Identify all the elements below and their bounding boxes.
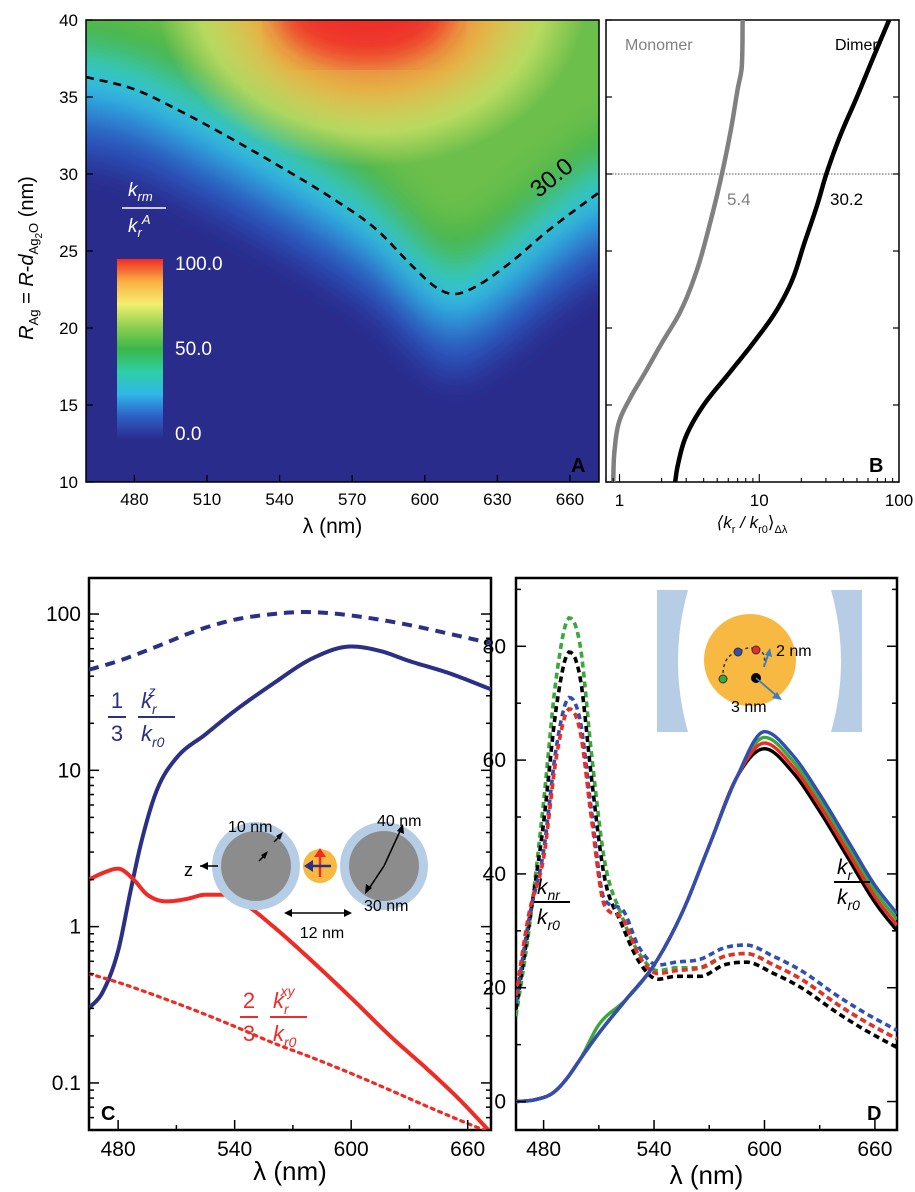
x-tick-label: 540	[637, 1138, 672, 1161]
x-tick-label: 480	[120, 490, 148, 509]
x-tick-label: 660	[556, 490, 584, 509]
panel-label: D	[867, 1103, 881, 1125]
legend-monomer: Monomer	[625, 37, 693, 54]
position-dot-blue	[734, 648, 742, 656]
colorbar-tick-label: 50.0	[175, 339, 212, 360]
y-tick-label: 10	[58, 759, 81, 782]
y-tick-label: 35	[59, 88, 78, 107]
annotation-dimer: 30.2	[830, 190, 863, 209]
annotation-monomer: 5.4	[727, 190, 751, 209]
x-tick-label: 660	[450, 1138, 485, 1161]
gold-particle	[704, 614, 796, 706]
x-tick-label: 660	[857, 1138, 892, 1161]
gap-label: 12 nm	[300, 925, 344, 942]
x-axis-label: λ (nm)	[253, 1156, 327, 1186]
y-tick-label: 30	[59, 165, 78, 184]
x-tick-label: 480	[526, 1138, 561, 1161]
x-tick-label: 600	[334, 1138, 369, 1161]
position-dot-red	[752, 646, 760, 654]
x-tick-label: 570	[338, 490, 366, 509]
y-tick-label: 1	[69, 916, 81, 939]
x-tick-label: 100	[885, 491, 913, 510]
x-axis-label: λ (nm)	[303, 515, 363, 538]
formula-frac-den: 3	[111, 721, 123, 746]
panel-label: B	[869, 455, 883, 477]
y-tick-label: 0	[494, 1091, 506, 1114]
left-particle-core	[221, 831, 291, 901]
position-dot-green	[719, 675, 727, 683]
x-axis-label: λ (nm)	[670, 1160, 744, 1190]
y-tick-label: 15	[59, 396, 78, 415]
y-tick-label: 20	[483, 977, 506, 1000]
x-tick-label: 10	[750, 491, 769, 510]
x-tick-label: 600	[411, 490, 439, 509]
inset-label-3nm: 3 nm	[731, 699, 767, 716]
y-tick-label: 10	[59, 473, 78, 492]
formula-frac-num: 1	[111, 688, 123, 713]
y-tick-label: 25	[59, 242, 78, 261]
core-label: 30 nm	[364, 898, 408, 915]
colorbar	[117, 259, 163, 439]
y-tick-label: 20	[59, 319, 78, 338]
panel-label: A	[571, 455, 585, 477]
shell-label: 10 nm	[228, 819, 272, 836]
x-tick-label: 540	[265, 490, 293, 509]
colorbar-tick-label: 100.0	[175, 254, 223, 275]
x-tick-label: 600	[747, 1138, 782, 1161]
x-tick-label: 540	[217, 1138, 252, 1161]
panel-d: 2 nm 3 nm knr kr0 kr kr0 0 20 40 60 80 480 540 600 660…	[483, 578, 915, 1190]
y-tick-label: 60	[483, 749, 506, 772]
colorbar-tick-label: 0.0	[175, 424, 201, 445]
panel-b-frame	[606, 20, 899, 482]
radius-label: 40 nm	[377, 813, 421, 830]
y-tick-label: 80	[483, 635, 506, 658]
y-tick-label: 0.1	[52, 1072, 81, 1095]
x-tick-label: 480	[101, 1138, 136, 1161]
inset-label-2nm: 2 nm	[776, 643, 812, 660]
panel-label: C	[101, 1103, 115, 1125]
x-tick-label: 510	[193, 490, 221, 509]
formula-frac-den: 3	[243, 1021, 255, 1046]
formula-frac-num: 2	[243, 988, 255, 1013]
x-tick-label: 630	[483, 490, 511, 509]
panel-b: Monomer Dimer 5.4 30.2 1 10 100 ⟨kr / kr0⟩Δλ B	[606, 20, 913, 536]
legend-dimer: Dimer	[835, 37, 878, 54]
z-axis-label: z	[184, 860, 193, 880]
x-tick-label: 1	[615, 491, 624, 510]
x-axis-label: ⟨kr / kr0⟩Δλ	[717, 513, 788, 536]
y-tick-label: 40	[483, 863, 506, 886]
y-tick-label: 40	[59, 11, 78, 30]
y-axis-label: RAg = R-dAg2O (nm)	[16, 176, 45, 340]
y-tick-label: 100	[46, 603, 81, 626]
